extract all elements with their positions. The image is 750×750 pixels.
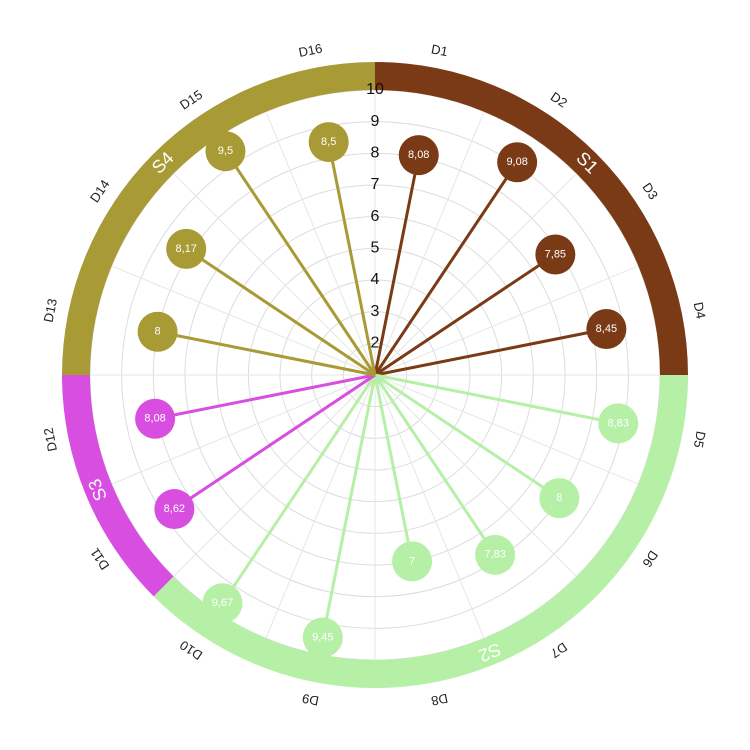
category-label: D2 (548, 89, 570, 111)
value-label: 9,08 (506, 156, 527, 168)
lollipop-head (497, 142, 538, 183)
lollipop-stem (185, 247, 376, 377)
lollipop-head (154, 489, 195, 530)
lollipop-head (598, 403, 639, 444)
category-label: D4 (691, 301, 709, 320)
group-ring (62, 62, 375, 375)
value-label: 8 (556, 492, 562, 504)
value-label: 7 (409, 555, 415, 567)
value-label: 8,08 (144, 413, 165, 425)
lollipop-stem (224, 150, 377, 376)
lollipop-stem (374, 373, 561, 500)
value-label: 8,08 (408, 149, 429, 161)
lollipop-head (135, 398, 176, 439)
r-tick-label: 10 (366, 81, 384, 98)
r-tick-label: 4 (371, 271, 380, 288)
lollipop-stem (374, 327, 607, 377)
spoke (111, 374, 376, 485)
spoke (173, 173, 376, 376)
spoke (374, 173, 577, 376)
spoke (173, 374, 376, 577)
spoke (265, 111, 376, 376)
value-label: 7,85 (545, 248, 566, 260)
category-label: D6 (639, 548, 661, 570)
category-label: D8 (430, 691, 449, 709)
value-label: 8,17 (176, 243, 197, 255)
lollipop-head (302, 617, 343, 658)
lollipop-head (586, 308, 627, 349)
r-tick-label: 7 (371, 176, 380, 193)
category-label: D9 (301, 691, 320, 709)
lollipop-stem (321, 374, 377, 638)
spoke (374, 111, 485, 376)
lollipop-head (475, 534, 516, 575)
spoke (265, 374, 376, 639)
lollipop-head (398, 135, 439, 176)
value-label: 9,5 (218, 145, 233, 157)
r-tick-label: 5 (371, 240, 380, 257)
category-label: D7 (548, 639, 570, 661)
lollipop-head (202, 583, 243, 624)
lollipop-head (539, 478, 580, 519)
lollipop-stem (221, 374, 377, 605)
value-label: 7,83 (484, 549, 505, 561)
lollipop-head (166, 228, 207, 269)
category-label: D1 (430, 41, 449, 59)
lollipop-stem (173, 373, 376, 511)
r-tick-label: 2 (371, 335, 380, 352)
spoke (374, 374, 639, 485)
spoke (111, 265, 376, 376)
r-tick-label: 9 (371, 113, 380, 130)
value-label: 8,83 (607, 417, 628, 429)
lollipop-head (392, 541, 433, 582)
lollipop-stem (157, 330, 376, 377)
category-label: D15 (177, 87, 205, 113)
group-ring (62, 375, 174, 597)
category-label: D13 (41, 297, 60, 323)
r-tick-label: 6 (371, 208, 380, 225)
spoke (374, 374, 577, 577)
value-label: 8 (155, 326, 161, 338)
lollipop-stem (327, 141, 377, 376)
lollipop-stem (373, 154, 421, 376)
lollipop-head (137, 311, 178, 352)
category-label: D5 (691, 430, 709, 449)
category-label: D16 (297, 41, 323, 60)
r-tick-label: 3 (371, 303, 380, 320)
value-label: 9,67 (212, 597, 233, 609)
group-ring (153, 375, 688, 688)
category-label: D10 (177, 637, 205, 663)
value-label: 8,62 (164, 503, 185, 515)
lollipop-stem (374, 373, 619, 425)
value-label: 8,45 (596, 323, 617, 335)
lollipop-head (205, 131, 246, 172)
value-label: 8,5 (321, 136, 336, 148)
lollipop-stem (374, 253, 557, 377)
r-tick-label: 8 (371, 145, 380, 162)
lollipop-stem (373, 374, 497, 556)
value-label: 9,45 (312, 631, 333, 643)
spoke (374, 374, 485, 639)
category-label: D11 (87, 545, 112, 572)
lollipop-head (308, 122, 349, 163)
group-ring (375, 62, 688, 375)
spoke (374, 265, 639, 376)
lollipop-head (535, 234, 576, 275)
lollipop-stem (373, 374, 414, 562)
lollipop-stem (373, 161, 519, 376)
category-label: D3 (639, 180, 661, 202)
category-label: D14 (87, 177, 113, 205)
lollipop-stem (154, 373, 376, 421)
category-label: D12 (41, 426, 60, 452)
